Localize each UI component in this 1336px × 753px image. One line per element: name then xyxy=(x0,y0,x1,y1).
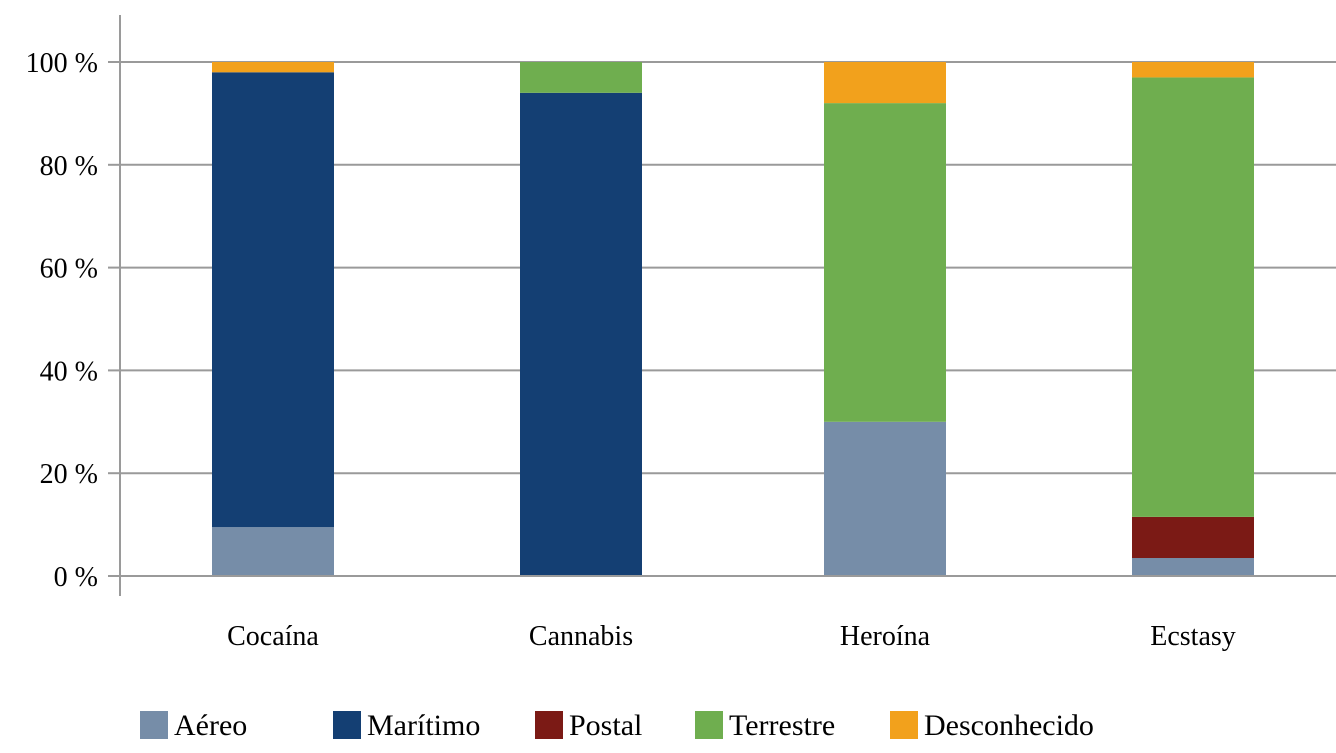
bars xyxy=(212,62,1254,576)
axes xyxy=(108,15,1336,596)
legend-item: Terrestre xyxy=(695,709,835,742)
y-tick-labels: 0 % 20 % 40 % 60 % 80 % 100 % xyxy=(26,48,98,593)
y-tick-label: 20 % xyxy=(40,459,98,490)
y-tick-label: 0 % xyxy=(54,562,98,593)
legend-swatch xyxy=(140,711,168,739)
bar-segment xyxy=(824,103,946,422)
bar-segment xyxy=(1132,516,1254,559)
x-tick-label: Cocaína xyxy=(227,621,319,652)
legend-label: Terrestre xyxy=(729,709,835,742)
legend-label: Postal xyxy=(569,709,642,742)
legend-swatch xyxy=(333,711,361,739)
bar-segment xyxy=(824,421,946,576)
legend-label: Aéreo xyxy=(174,709,247,742)
x-tick-label: Ecstasy xyxy=(1150,621,1236,652)
bar-segment xyxy=(212,62,334,73)
legend-label: Desconhecido xyxy=(924,709,1094,742)
bar-segment xyxy=(212,527,334,576)
bar-segment xyxy=(1132,62,1254,78)
legend-label: Marítimo xyxy=(367,709,480,742)
legend-item: Postal xyxy=(535,709,642,742)
bar-segment xyxy=(212,72,334,528)
y-tick-label: 100 % xyxy=(26,48,98,79)
legend: Aéreo Marítimo Postal Terrestre Desconhecido xyxy=(140,709,1094,742)
x-tick-labels: Cocaína Cannabis Heroína Ecstasy xyxy=(227,621,1236,652)
legend-item: Desconhecido xyxy=(890,709,1094,742)
legend-swatch xyxy=(695,711,723,739)
bar-segment xyxy=(1132,558,1254,576)
x-tick-label: Cannabis xyxy=(529,621,633,652)
y-tick-label: 80 % xyxy=(40,151,98,182)
legend-item: Marítimo xyxy=(333,709,480,742)
legend-swatch xyxy=(890,711,918,739)
x-tick-label: Heroína xyxy=(840,621,931,652)
bar-segment xyxy=(520,92,642,576)
y-tick-label: 60 % xyxy=(40,254,98,285)
bar-segment xyxy=(520,62,642,93)
legend-swatch xyxy=(535,711,563,739)
bar-segment xyxy=(1132,77,1254,517)
y-tick-label: 40 % xyxy=(40,356,98,387)
bar-segment xyxy=(824,62,946,104)
legend-item: Aéreo xyxy=(140,709,247,742)
